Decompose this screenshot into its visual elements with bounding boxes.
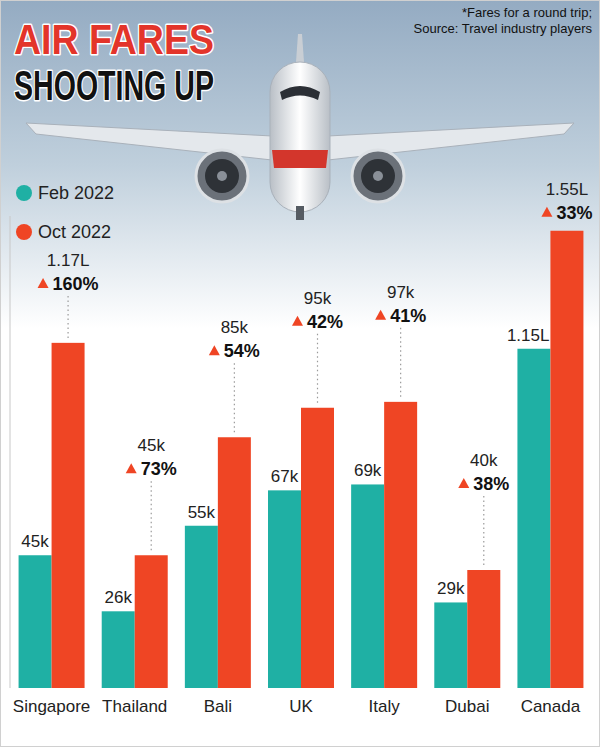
y-axis-line [10,216,11,688]
value-label: 85k [221,318,249,337]
bar [135,555,168,688]
value-label: 97k [387,283,415,302]
bar [434,602,467,688]
plane-stripe [272,150,328,168]
chart: AIR FARESSHOOTING UP *Fares for a round t… [0,0,600,747]
frame [1,1,600,747]
plane-engine [196,150,248,202]
change-label: 33% [556,203,592,223]
change-triangle [126,463,137,473]
value-label: 26k [105,588,133,607]
x-tick-label: Thailand [102,697,167,716]
title-group: SHOOTING UP [14,61,214,109]
legend: Feb 2022 Oct 2022 [16,183,114,242]
legend-swatch [16,185,32,201]
legend-swatch [16,224,32,240]
bar [550,231,583,688]
plane-fuselage [270,62,330,212]
value-label: 95k [304,289,332,308]
plane-engine [352,150,404,202]
change-triangle [38,278,49,288]
leader-line [67,296,68,339]
value-label: 1.17L [47,251,90,270]
bar [301,408,334,688]
bar [218,437,251,688]
value-label: 1.15L [507,326,550,345]
bar [19,555,52,688]
value-label: 1.55L [546,180,589,199]
value-label: 45k [21,532,49,551]
change-label: 41% [390,306,426,326]
leader-line [400,328,401,398]
plane-engine-core [361,159,395,193]
change-triangle [541,207,552,217]
value-label: 67k [271,467,299,486]
bar [517,349,550,688]
plane-gear [296,206,304,220]
bar [268,490,301,688]
bars [19,231,584,688]
legend-label: Feb 2022 [38,183,114,203]
bar [351,484,384,688]
change-triangle [209,345,220,355]
change-label: 42% [307,312,343,332]
value-label: 55k [188,503,216,522]
bar [185,526,218,688]
bar [52,343,85,688]
legend-label: Oct 2022 [38,222,111,242]
change-label: 54% [224,341,260,361]
plane-cockpit [280,86,320,100]
source: Source: Travel industry players [414,21,593,36]
x-tick-label: UK [289,697,313,716]
plane-engine-hub [373,171,383,181]
change-label: 160% [53,274,99,294]
plane-engine-core [205,159,239,193]
title-group: AIR FARES [14,16,214,62]
value-label: 40k [470,451,498,470]
x-tick-label: Canada [521,697,581,716]
change-label: 73% [141,459,177,479]
note: *Fares for a round trip; [462,5,592,20]
value-label: 45k [138,436,166,455]
change-triangle [292,316,303,326]
bar [384,402,417,688]
change-triangle [375,310,386,320]
x-tick-label: Singapore [13,697,91,716]
title: SHOOTING UP [14,61,214,109]
x-tick-label: Dubai [445,697,489,716]
change-label: 38% [473,474,509,494]
background [0,0,600,747]
leader-line [151,481,152,551]
x-tick-label: Bali [204,697,232,716]
x-tick-label: Italy [369,697,401,716]
title: AIR FARES [14,16,214,62]
leader-line [317,334,318,404]
change-triangle [458,478,469,488]
bar [467,570,500,688]
leader-line [483,496,484,566]
plane-engine-hub [217,171,227,181]
value-label: 69k [354,461,382,480]
value-label: 29k [437,579,465,598]
bar [102,611,135,688]
leader-line [234,363,235,433]
data-labels: 45k 160% 1.17L 26k 73% 45k 55k 54% 85k 67k 42% 95k 6… [21,180,592,608]
